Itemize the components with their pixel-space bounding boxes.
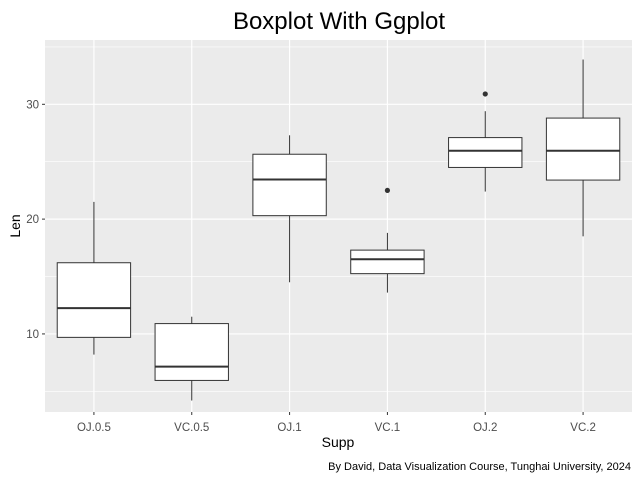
box-VC.0.5 — [154, 316, 229, 401]
x-tick-label: VC.2 — [570, 422, 596, 434]
y-axis-title: Len — [7, 214, 23, 237]
box-body — [252, 153, 327, 217]
outlier-point — [482, 91, 488, 97]
outlier-point — [384, 187, 391, 194]
x-tick-label: VC.0.5 — [174, 422, 209, 434]
x-tick-label: OJ.0.5 — [77, 422, 111, 434]
x-axis: OJ.0.5 VC.0.5 OJ.1 VC.1 OJ.2 VC.2 — [77, 412, 596, 434]
x-axis-title: Supp — [322, 434, 355, 450]
box-series — [56, 59, 621, 401]
x-tick-label: OJ.1 — [277, 422, 301, 434]
box-body — [350, 249, 425, 275]
box-OJ.1 — [252, 135, 327, 283]
chart-caption: By David, Data Visualization Course, Tun… — [328, 461, 631, 473]
plot-panel — [45, 40, 632, 412]
box-body — [56, 262, 132, 338]
y-axis: 10 20 30 — [26, 99, 45, 341]
x-tick-label: VC.1 — [375, 422, 401, 434]
box-body — [448, 137, 523, 168]
y-tick-label: 20 — [26, 214, 39, 226]
box-OJ.2 — [448, 91, 523, 192]
box-body — [154, 323, 229, 381]
y-tick-label: 10 — [26, 329, 39, 341]
box-body — [545, 117, 621, 181]
x-tick-label: OJ.2 — [473, 422, 497, 434]
box-VC.1 — [350, 187, 425, 293]
chart-title: Boxplot With Ggplot — [233, 8, 445, 35]
box-VC.2 — [545, 59, 621, 237]
y-tick-label: 30 — [26, 99, 39, 111]
box-OJ.0.5 — [56, 201, 132, 355]
